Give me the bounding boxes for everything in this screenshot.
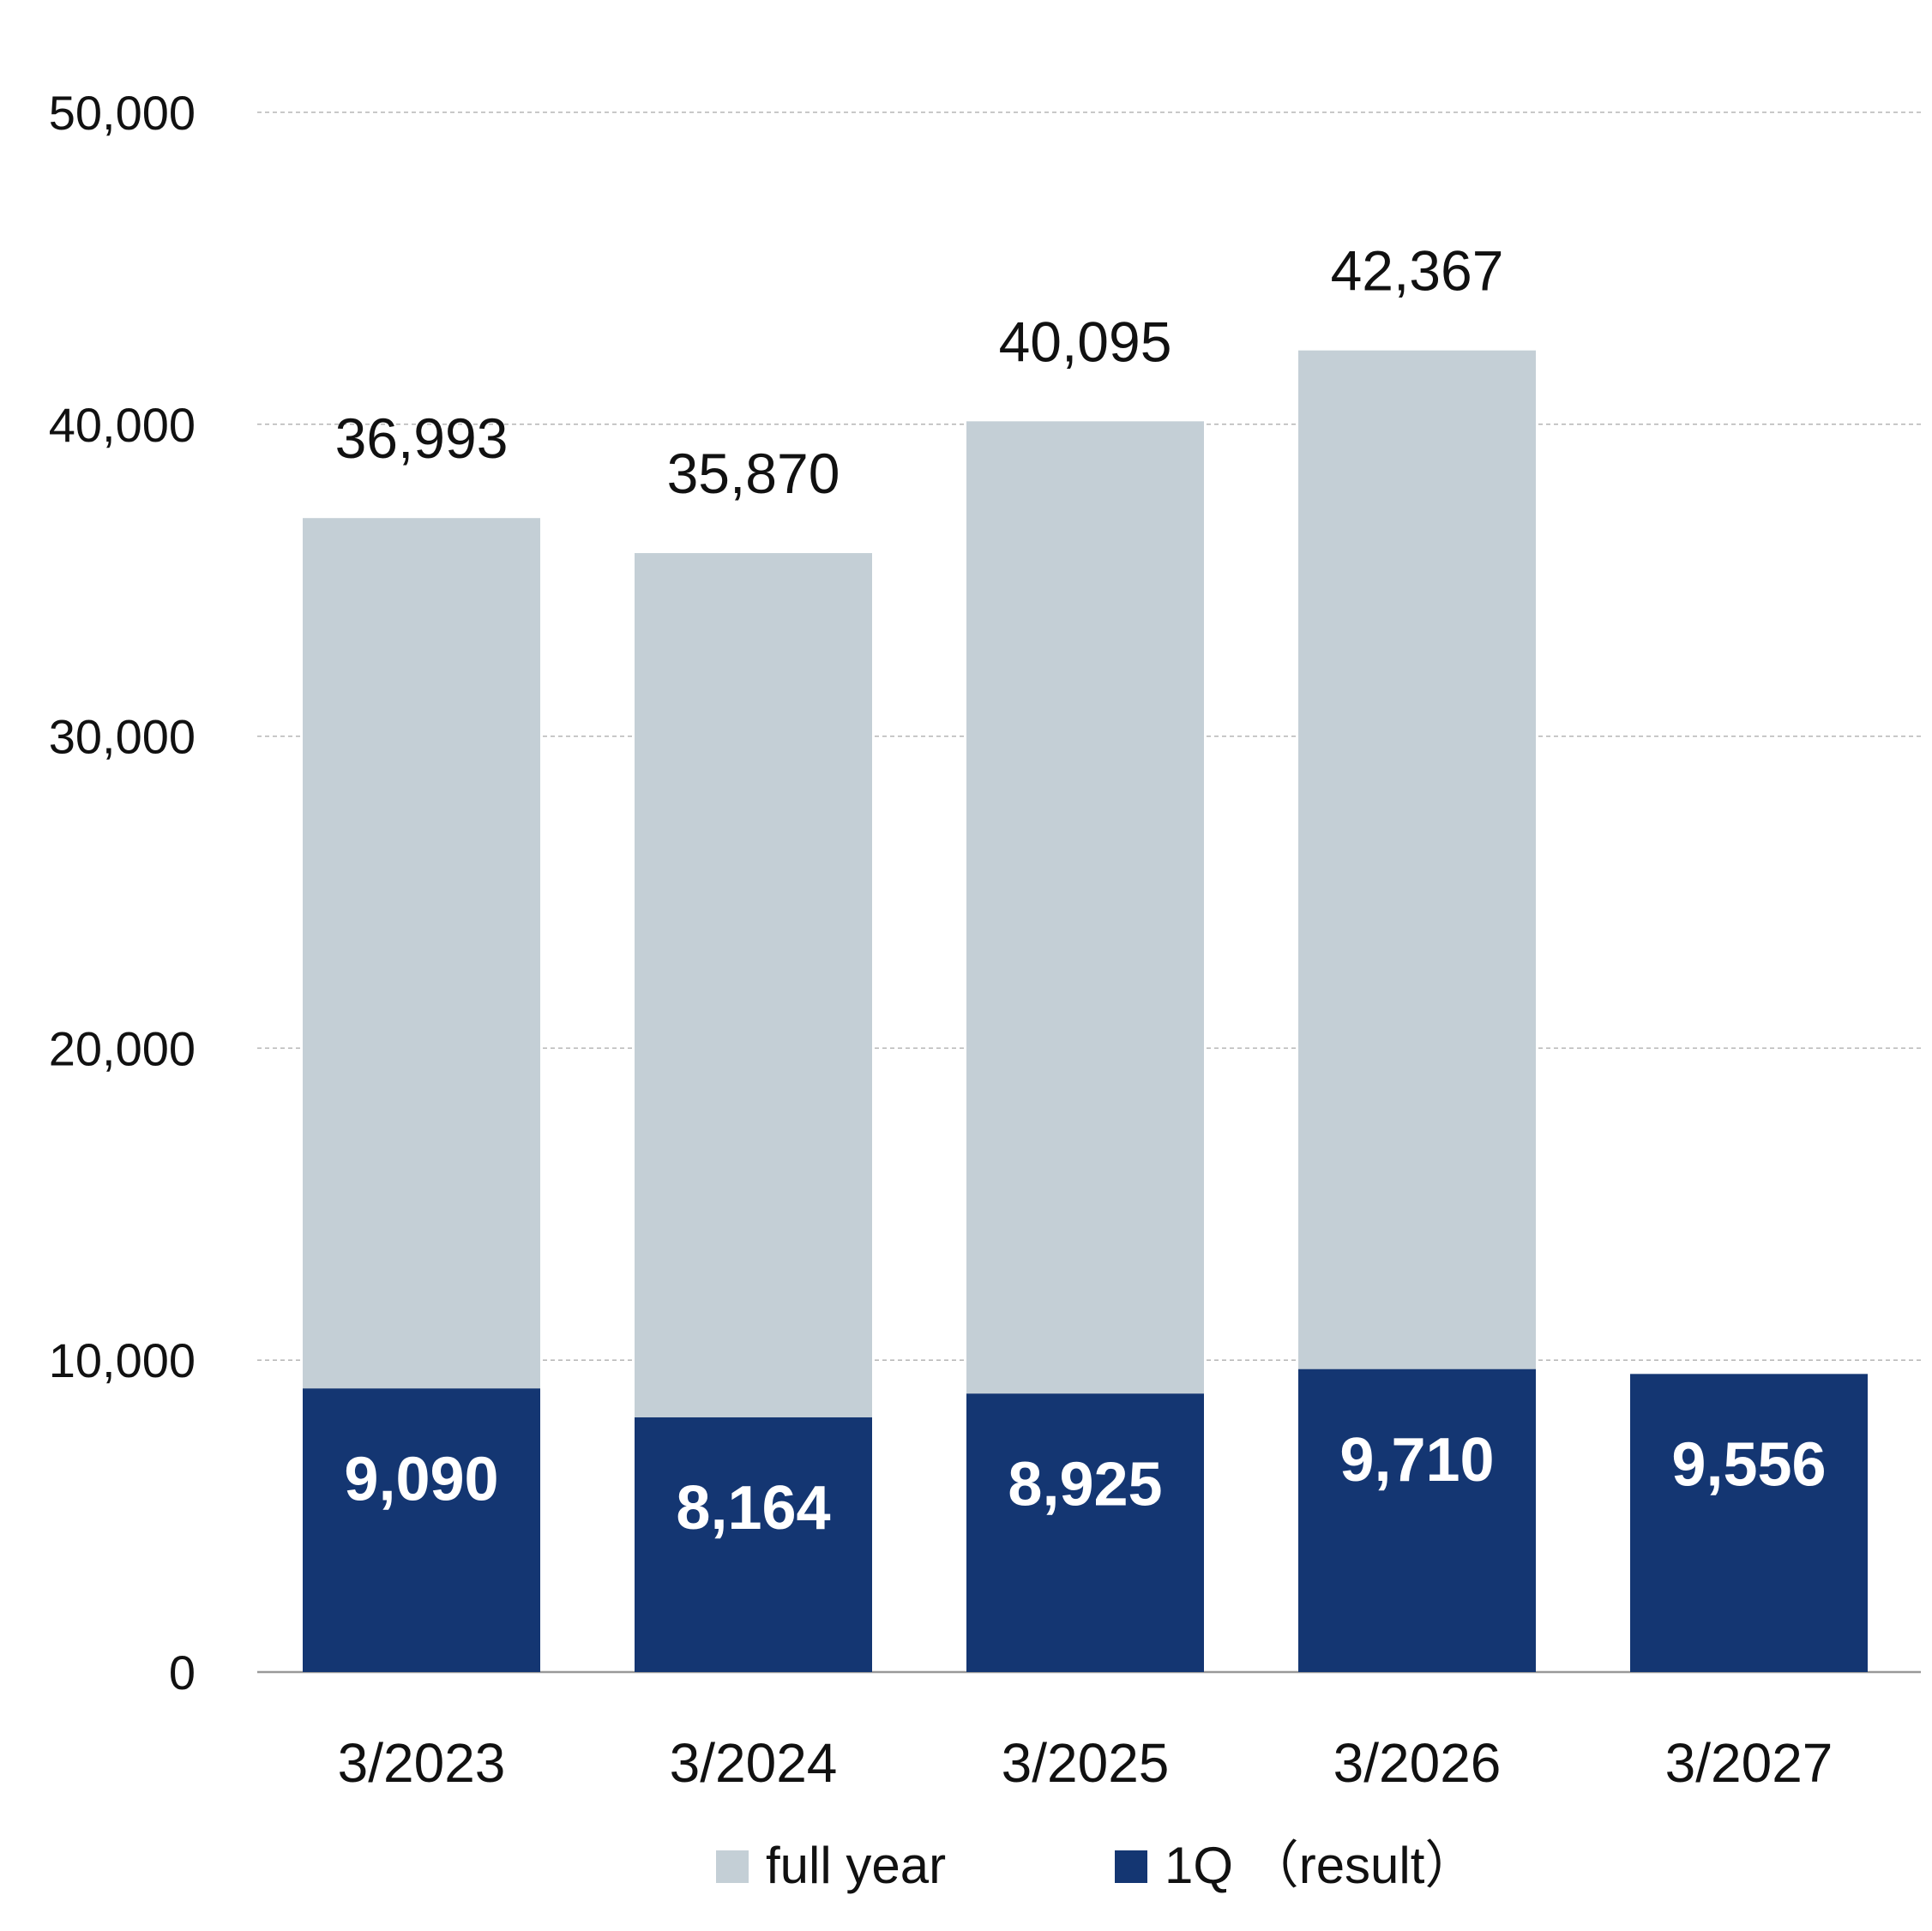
q1-value-label: 9,556 (1671, 1430, 1826, 1499)
legend-swatch (1115, 1850, 1147, 1883)
bar-1q-result (1630, 1374, 1868, 1672)
legend-label: 1Q （result） (1165, 1837, 1476, 1894)
full-year-value-label: 35,870 (667, 442, 840, 505)
full-year-value-label: 40,095 (999, 310, 1172, 373)
x-tick-label: 3/2025 (1002, 1732, 1170, 1794)
y-tick-label: 40,000 (49, 398, 196, 452)
bar-1q-result (966, 1393, 1204, 1672)
y-tick-label: 0 (169, 1645, 196, 1699)
legend-label: full year (766, 1837, 946, 1894)
legend-swatch (716, 1850, 749, 1883)
q1-value-label: 9,710 (1339, 1426, 1494, 1495)
y-tick-label: 20,000 (49, 1021, 196, 1075)
x-axis-ticks: 3/2023 3/2024 3/2025 3/2026 3/2027 (338, 1732, 1833, 1794)
bar-1q-result (303, 1388, 540, 1672)
y-tick-label: 30,000 (49, 710, 196, 764)
bar-1q-result (1298, 1369, 1536, 1672)
q1-value-label: 9,090 (344, 1445, 498, 1513)
x-tick-label: 3/2023 (338, 1732, 506, 1794)
bar-1q-result (635, 1417, 872, 1672)
legend: full year 1Q （result） (716, 1837, 1476, 1894)
full-year-value-label: 36,993 (335, 406, 509, 470)
x-tick-label: 3/2026 (1333, 1732, 1502, 1794)
q1-value-label: 8,164 (676, 1474, 830, 1543)
y-tick-label: 50,000 (49, 86, 196, 140)
full-year-value-label: 42,367 (1331, 239, 1504, 303)
y-tick-label: 10,000 (49, 1333, 196, 1387)
x-tick-label: 3/2027 (1665, 1732, 1833, 1794)
y-axis-ticks: 0 10,000 20,000 30,000 40,000 50,000 (49, 86, 196, 1699)
data-labels: 36,993 9,090 35,870 8,164 40,095 8,925 42,367 9… (335, 239, 1827, 1543)
bars (303, 350, 1868, 1673)
q1-value-label: 8,925 (1008, 1450, 1162, 1519)
x-tick-label: 3/2024 (670, 1732, 838, 1794)
